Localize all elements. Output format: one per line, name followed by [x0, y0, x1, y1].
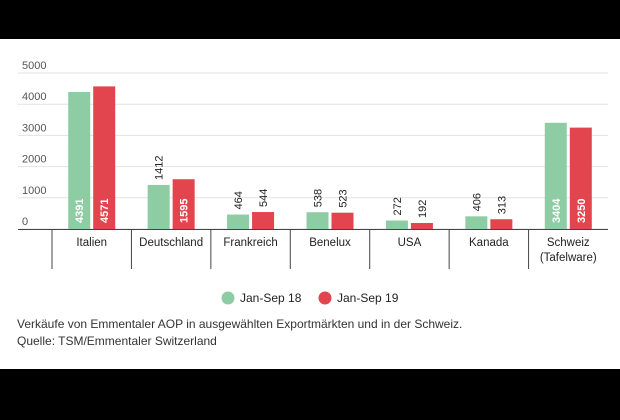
legend: Jan-Sep 18 Jan-Sep 19: [221, 291, 399, 305]
category-label: Deutschland: [139, 237, 203, 249]
y-tick-label: 3000: [22, 122, 46, 134]
bar-jan-sep-19: [252, 212, 275, 229]
y-tick-label: 2000: [22, 154, 46, 166]
category-label: USA: [398, 237, 422, 249]
bar-jan-sep-19: [490, 219, 513, 229]
bar-chart: 5000 4000 3000 2000 1000 0 4391 4571 1412 1595 46…: [18, 60, 608, 305]
bar-value-label: 272: [392, 197, 404, 215]
bar-value-label: 406: [471, 193, 483, 211]
bar-value-label: 538: [313, 189, 325, 207]
legend-marker-jan-sep-18: [221, 291, 235, 305]
legend-label: Jan-Sep 19: [337, 291, 399, 305]
y-tick-label: 1000: [22, 185, 46, 197]
bar-jan-sep-19: [569, 127, 592, 229]
y-tick-label: 5000: [22, 60, 46, 72]
y-axis-ticks: 5000 4000 3000 2000 1000 0: [22, 60, 46, 228]
bar-value-label: 1412: [154, 155, 166, 179]
bar-jan-sep-18: [147, 184, 170, 229]
bar-jan-sep-18: [544, 122, 567, 229]
bar-jan-sep-18: [465, 216, 488, 229]
bar-jan-sep-18: [227, 214, 250, 229]
bar-value-label: 4391: [74, 199, 86, 223]
bar-value-label: 192: [417, 200, 429, 218]
category-label: Schweiz: [547, 237, 590, 249]
category-label: Kanada: [469, 237, 509, 249]
bar-jan-sep-18: [385, 220, 408, 229]
bar-jan-sep-19: [331, 212, 354, 229]
bar-value-label: 3404: [551, 198, 563, 223]
chart-panel: 5000 4000 3000 2000 1000 0 4391 4571 1412 1595 46…: [0, 39, 620, 369]
x-axis-category-labels: Italien Deutschland Frankreich Benelux USA Ka…: [76, 237, 597, 264]
bar-value-label: 523: [338, 189, 350, 207]
caption: Verkäufe von Emmentaler AOP in ausgewähl…: [17, 316, 607, 350]
caption-description: Verkäufe von Emmentaler AOP in ausgewähl…: [17, 317, 463, 331]
bar-jan-sep-18: [68, 92, 91, 230]
category-separators: [51, 229, 530, 269]
legend-marker-jan-sep-19: [318, 291, 332, 305]
category-label: Italien: [76, 237, 107, 249]
bar-value-label: 4571: [99, 199, 111, 223]
bar-value-label: 1595: [179, 199, 191, 223]
bar-jan-sep-19: [410, 223, 433, 229]
bar-value-label: 464: [233, 191, 245, 209]
category-label: Frankreich: [223, 237, 277, 249]
bars: 4391 4571 1412 1595 464 544 538 523 272 192 406 313…: [68, 86, 592, 230]
category-label: (Tafelware): [540, 252, 597, 264]
caption-source: Quelle: TSM/Emmentaler Switzerland: [17, 334, 217, 348]
bar-value-label: 3250: [576, 199, 588, 223]
bar-jan-sep-19: [93, 86, 116, 229]
y-tick-label: 4000: [22, 91, 46, 103]
bar-value-label: 313: [496, 196, 508, 214]
bar-value-label: 544: [258, 189, 270, 207]
category-label: Benelux: [309, 237, 351, 249]
bar-jan-sep-19: [172, 179, 195, 229]
legend-label: Jan-Sep 18: [240, 291, 302, 305]
y-tick-label: 0: [22, 216, 28, 228]
bar-jan-sep-18: [306, 212, 329, 229]
